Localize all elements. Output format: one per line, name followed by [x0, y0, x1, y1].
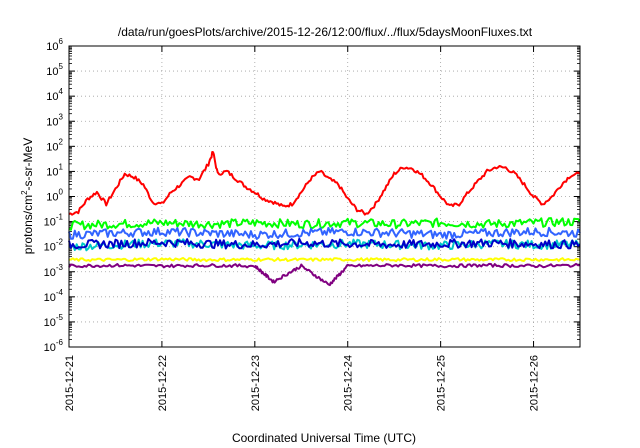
x-tick-labels: 2015-12-21 2015-12-22 2015-12-23 2015-12-24… — [64, 355, 541, 411]
y-tick-label-exp: 1 — [59, 162, 64, 171]
y-tick-label-exp: 6 — [59, 37, 64, 46]
y-tick-label-exp: -2 — [56, 238, 64, 247]
y-tick-label-exp: -1 — [56, 213, 64, 222]
y-tick-label-exp: 0 — [59, 188, 64, 197]
y-tick-label-base: 10 — [46, 116, 58, 128]
y-tick-label: 10-4 — [44, 288, 64, 304]
y-tick-label-exp: 5 — [59, 62, 64, 71]
x-tick-label: 2015-12-22 — [157, 355, 169, 411]
y-tick-label-base: 10 — [46, 41, 58, 53]
series-layer — [68, 151, 581, 287]
y-tick-labels: 10-610-510-410-310-210-11001011021031041… — [44, 37, 64, 354]
y-tick-label: 10-6 — [44, 338, 64, 354]
plot-frame — [68, 45, 581, 348]
x-tick-label: 2015-12-23 — [250, 355, 262, 411]
y-tick-label: 10-2 — [44, 238, 64, 254]
y-tick-label: 102 — [46, 137, 63, 153]
grid — [68, 45, 580, 348]
y-tick-label: 104 — [46, 87, 63, 103]
y-tick-label-exp: 3 — [59, 112, 64, 121]
chart-title: /data/run/goesPlots/archive/2015-12-26/1… — [118, 25, 533, 39]
y-tick-label-base: 10 — [44, 317, 56, 329]
y-tick-label-exp: -5 — [56, 313, 64, 322]
y-tick-label: 103 — [46, 112, 63, 128]
y-axis-label: protons/cm2-s-sr-MeV — [20, 138, 35, 254]
y-tick-label-base: 10 — [44, 267, 56, 279]
series-line — [68, 237, 581, 250]
y-tick-label-base: 10 — [44, 292, 56, 304]
series-line — [68, 226, 581, 240]
y-tick-label-exp: 2 — [59, 137, 64, 146]
y-tick-label: 10-3 — [44, 263, 64, 279]
y-tick-label-exp: -6 — [56, 338, 64, 347]
y-tick-label-base: 10 — [46, 166, 58, 178]
y-axis-label-sup: 2 — [20, 190, 29, 195]
y-tick-label-base: 10 — [46, 192, 58, 204]
x-tick-label: 2015-12-26 — [529, 355, 541, 411]
y-tick-label-base: 10 — [44, 342, 56, 354]
y-tick-label: 101 — [46, 162, 63, 178]
x-tick-label: 2015-12-25 — [436, 355, 448, 411]
series-line — [68, 262, 580, 287]
series-line — [68, 257, 581, 263]
y-tick-label-exp: 4 — [59, 87, 64, 96]
y-tick-label: 10-1 — [44, 213, 64, 229]
x-tick-label: 2015-12-24 — [343, 355, 355, 411]
y-tick-label: 106 — [46, 37, 63, 53]
y-tick-label-exp: -4 — [56, 288, 64, 297]
series-line — [68, 217, 581, 231]
y-tick-label-base: 10 — [46, 141, 58, 153]
y-tick-label: 100 — [46, 188, 63, 204]
y-axis-label-main: protons/cm — [21, 195, 35, 254]
y-axis-label-rest: -s-sr-MeV — [21, 138, 35, 191]
y-tick-label: 10-5 — [44, 313, 64, 329]
y-tick-label: 105 — [46, 62, 63, 78]
series-line — [68, 151, 581, 216]
x-tick-label: 2015-12-21 — [64, 355, 76, 411]
y-tick-label-exp: -3 — [56, 263, 64, 272]
y-tick-label-base: 10 — [46, 91, 58, 103]
y-tick-label-base: 10 — [46, 66, 58, 78]
y-tick-label-base: 10 — [44, 217, 56, 229]
y-tick-label-base: 10 — [44, 242, 56, 254]
x-axis-label: Coordinated Universal Time (UTC) — [232, 431, 416, 445]
